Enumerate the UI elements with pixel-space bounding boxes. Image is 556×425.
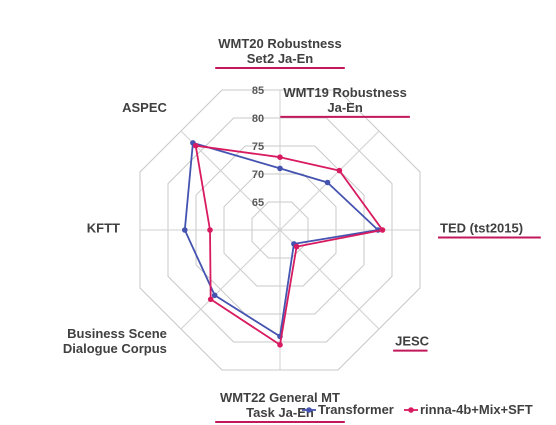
series-1	[192, 142, 386, 348]
series-line-0	[183, 141, 379, 338]
axis-label-2-line-0: TED (tst2015)	[440, 221, 523, 236]
legend-swatch-marker-1	[408, 407, 414, 413]
radar-series	[182, 140, 386, 348]
series-1-point-1	[336, 167, 343, 174]
series-0	[182, 140, 381, 340]
series-1-point-7	[192, 142, 199, 149]
axis-label-3-line-0: JESC	[395, 334, 430, 349]
series-1-point-2	[379, 227, 386, 233]
axis-label-0-line-0: WMT20 Robustness	[218, 36, 342, 51]
legend-item-1: rinna-4b+Mix+SFT	[404, 402, 533, 417]
series-1-point-4	[277, 342, 283, 348]
series-0-point-1	[324, 179, 331, 186]
axis-label-5-line-1: Dialogue Corpus	[63, 341, 167, 356]
axis-label-3: JESC	[393, 334, 430, 352]
tick-label-75: 75	[252, 141, 264, 153]
axis-label-7-line-0: ASPEC	[122, 100, 167, 115]
tick-label-70: 70	[252, 169, 264, 181]
axis-label-6-line-0: KFTT	[87, 221, 120, 236]
axis-label-2: TED (tst2015)	[438, 221, 541, 239]
legend: Transformer rinna-4b+Mix+SFT	[302, 402, 533, 417]
axis-label-5-line-0: Business Scene	[67, 326, 167, 341]
radial-tick-labels: 65 70 75 80 85	[252, 85, 264, 209]
legend-label-0: Transformer	[318, 402, 394, 417]
spoke-5	[180, 229, 281, 330]
grid-ring-85	[139, 89, 421, 371]
axis-label-1-line-0: WMT19 Robustness	[283, 85, 407, 100]
series-1-point-5	[207, 296, 214, 303]
axis-label-0-line-1: Set2 Ja-En	[247, 51, 314, 66]
spoke-1	[279, 130, 380, 231]
axis-label-1-line-1: Ja-En	[327, 100, 362, 115]
legend-swatch-marker-0	[306, 407, 312, 413]
series-0-point-6	[182, 227, 188, 233]
series-1-point-3	[293, 243, 300, 250]
tick-label-80: 80	[252, 113, 264, 125]
axis-label-4-line-0: WMT22 General MT	[220, 390, 340, 405]
axis-label-6: KFTT	[87, 221, 120, 236]
series-0-point-0	[277, 165, 283, 172]
legend-item-0: Transformer	[302, 402, 394, 417]
grid-ring-80	[167, 117, 393, 343]
grid-ring-70	[223, 173, 337, 287]
series-1-point-6	[207, 227, 213, 233]
axis-label-7: ASPEC	[122, 100, 167, 115]
grid-ring-65	[251, 201, 309, 259]
series-0-point-5	[211, 292, 218, 299]
tick-label-85: 85	[252, 85, 264, 97]
tick-label-65: 65	[252, 197, 264, 209]
legend-label-1: rinna-4b+Mix+SFT	[420, 402, 533, 417]
series-1-point-0	[277, 154, 283, 160]
axis-label-4-line-1: Task Ja-En	[246, 405, 314, 420]
